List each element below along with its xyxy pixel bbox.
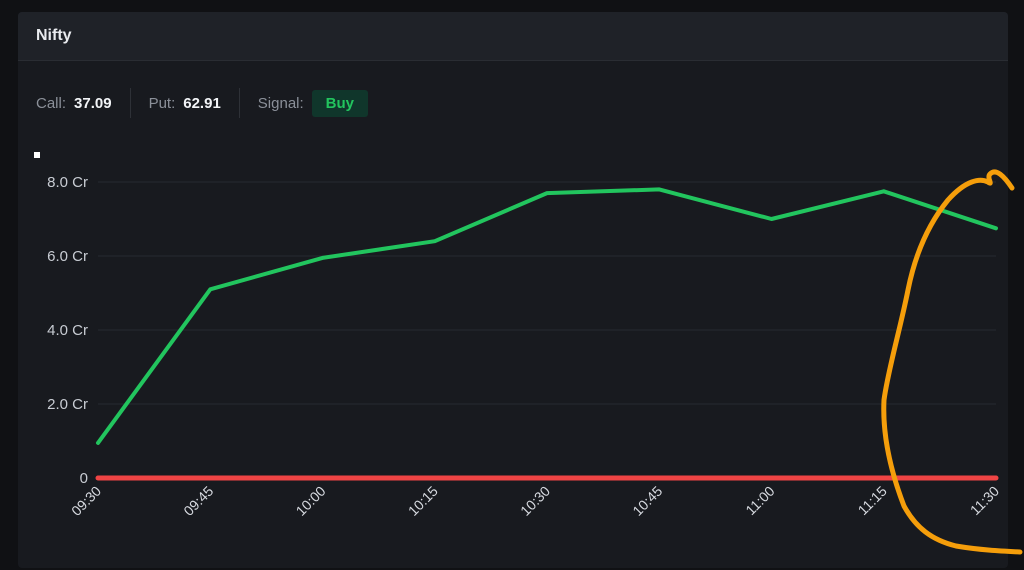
signal-label: Signal: [257, 94, 304, 112]
call-stat: Call: 37.09 [36, 88, 131, 118]
x-tick-label: 10:30 [517, 483, 553, 519]
annotation-circle [881, 169, 1023, 555]
x-tick-label: 11:00 [742, 483, 778, 519]
stats-bar: Call: 37.09 Put: 62.91 Signal: Buy [36, 88, 404, 118]
y-tick-label: 6.0 Cr [47, 248, 88, 265]
x-tick-label: 10:00 [293, 483, 329, 519]
put-stat: Put: 62.91 [149, 88, 240, 118]
x-tick-label: 10:15 [405, 483, 441, 519]
y-tick-label: 0 [80, 470, 88, 487]
card-header: Nifty [18, 12, 1008, 61]
x-tick-label: 11:30 [967, 483, 1003, 519]
chart-card: Nifty Call: 37.09 Put: 62.91 Signal: Buy [18, 12, 1008, 568]
y-tick-label: 4.0 Cr [47, 322, 88, 339]
y-tick-label: 8.0 Cr [47, 174, 88, 191]
put-label: Put: [148, 94, 176, 112]
call-line [96, 187, 998, 445]
x-tick-label: 10:45 [629, 483, 665, 519]
call-value: 37.09 [74, 94, 112, 112]
put-value: 62.91 [183, 94, 221, 112]
legend-marker [34, 152, 40, 158]
x-tick-label: 11:15 [855, 483, 891, 519]
signal-badge: Buy [311, 89, 369, 117]
x-tick-label: 09:30 [68, 483, 104, 519]
signal-stat: Signal: Buy [258, 88, 386, 118]
call-label: Call: [36, 94, 67, 112]
card-title: Nifty [36, 27, 72, 44]
x-tick-label: 09:45 [180, 483, 216, 519]
y-tick-label: 2.0 Cr [47, 396, 88, 413]
